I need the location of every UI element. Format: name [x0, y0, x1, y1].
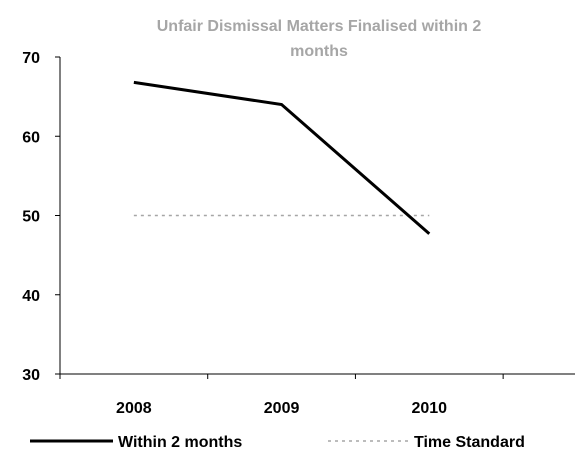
chart-title-line-1: Unfair Dismissal Matters Finalised withi…	[157, 18, 482, 35]
legend: Within 2 months Time Standard	[30, 434, 525, 451]
y-tick-label: 70	[22, 50, 40, 67]
x-tick-label: 2010	[411, 400, 447, 417]
y-tick-label: 30	[22, 367, 40, 384]
chart-title-line-2: months	[290, 43, 348, 60]
x-tick-label: 2008	[116, 400, 152, 417]
series-line-within-2-months	[133, 80, 431, 235]
y-tick-label: 40	[22, 288, 40, 305]
series-layer	[133, 80, 431, 235]
x-tick-label: 2009	[264, 400, 300, 417]
y-tick-label: 60	[22, 129, 40, 146]
y-tick-label: 50	[22, 209, 40, 226]
tick-labels: 30 40 50 60 70 2008 2009 2010	[22, 50, 447, 417]
axes	[55, 56, 575, 379]
legend-label: Time Standard	[414, 434, 525, 451]
legend-label: Within 2 months	[118, 434, 242, 451]
